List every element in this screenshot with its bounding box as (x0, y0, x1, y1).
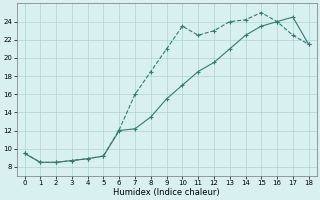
X-axis label: Humidex (Indice chaleur): Humidex (Indice chaleur) (113, 188, 220, 197)
